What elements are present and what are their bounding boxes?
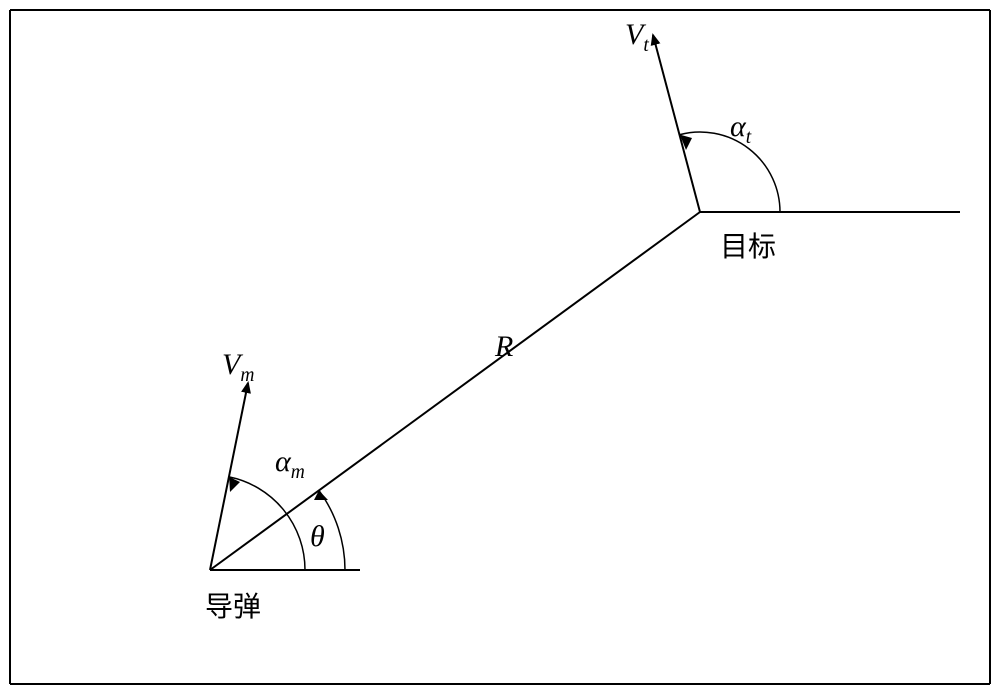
alpha-m-arc <box>229 477 305 570</box>
missile-velocity-vector <box>210 383 248 570</box>
r-label: R <box>495 330 513 364</box>
vt-label: Vt <box>625 18 649 57</box>
theta-label: θ <box>310 520 325 554</box>
vm-label: Vm <box>222 348 254 387</box>
target-velocity-vector <box>653 35 700 212</box>
alpha-t-label: αt <box>730 110 751 149</box>
line-of-sight <box>210 212 700 570</box>
alpha-m-label: αm <box>275 445 305 484</box>
diagram-container: 导弹 目标 Vm Vt αm αt R θ <box>0 0 1000 694</box>
missile-label: 导弹 <box>205 585 261 625</box>
target-label: 目标 <box>720 225 776 265</box>
